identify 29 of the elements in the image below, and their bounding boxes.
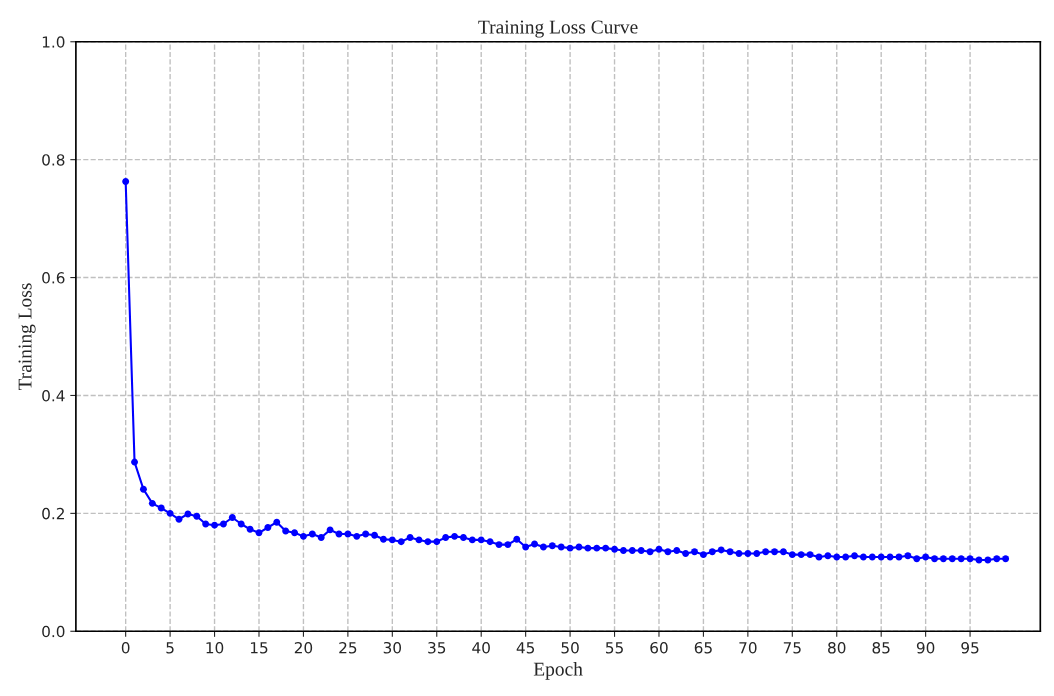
x-tick-label: 85 — [872, 641, 890, 654]
x-tick-label: 90 — [916, 641, 935, 654]
x-tick-label: 50 — [561, 641, 579, 654]
chart-title: Training Loss Curve — [478, 20, 638, 38]
x-tick-label: 25 — [339, 641, 357, 654]
x-tick-label: 20 — [294, 641, 313, 654]
y-tick-label: 0.2 — [42, 507, 64, 520]
x-tick-label: 70 — [739, 641, 757, 654]
x-axis-title: Epoch — [533, 662, 583, 680]
y-tick-label: 0.0 — [42, 625, 65, 638]
y-tick-label: 0.6 — [42, 272, 65, 284]
x-tick-label: 60 — [650, 641, 668, 654]
y-axis-title: Training Loss — [18, 283, 36, 391]
x-tick-label: 15 — [250, 642, 268, 654]
y-tick-label: 0.4 — [42, 389, 65, 402]
y-tick-label: 1.0 — [42, 36, 65, 48]
x-tick-label: 80 — [828, 641, 846, 654]
x-tick-label: 30 — [383, 641, 402, 654]
x-tick-label: 40 — [472, 641, 490, 654]
x-tick-label: 45 — [516, 642, 535, 654]
y-tick-label: 0.8 — [42, 154, 65, 166]
x-tick-label: 35 — [428, 641, 446, 654]
x-tick-label: 55 — [605, 642, 623, 654]
x-tick-label: 95 — [961, 641, 979, 654]
x-tick-label: 65 — [694, 641, 712, 654]
x-tick-label: 0 — [121, 641, 130, 654]
x-tick-label: 10 — [206, 641, 224, 654]
x-tick-label: 5 — [166, 642, 174, 654]
x-tick-label: 75 — [783, 642, 801, 654]
